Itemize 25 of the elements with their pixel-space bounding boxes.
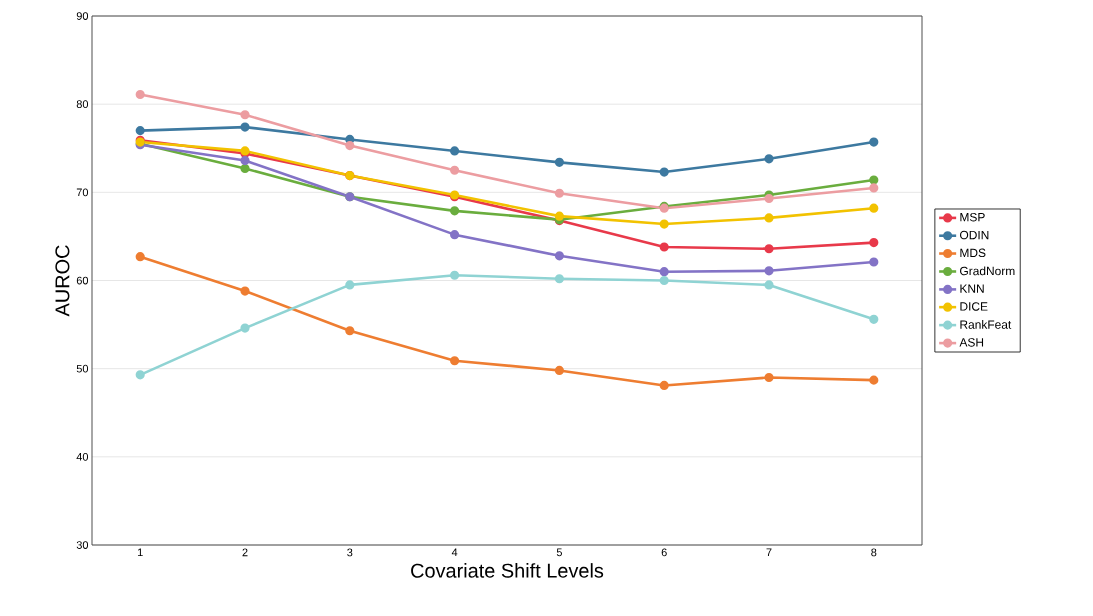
- legend-label: RankFeat: [960, 320, 1012, 329]
- y-axis-title: AUROC: [55, 245, 70, 317]
- legend-label: GradNorm: [960, 266, 1015, 276]
- legend-label: MSP: [960, 212, 985, 222]
- legend-label: KNN: [960, 284, 984, 293]
- x-tick-label: 6: [661, 548, 667, 557]
- y-tick-label: 40: [76, 452, 89, 461]
- legend-label: ASH: [959, 338, 984, 347]
- y-tick-label: 30: [76, 541, 89, 549]
- y-tick-label: 50: [76, 364, 89, 373]
- y-tick-label: 70: [76, 188, 89, 197]
- x-axis-title: Covariate Shift Levels: [411, 563, 604, 578]
- x-tick-label: 7: [766, 548, 772, 557]
- legend-label: ODIN: [960, 230, 989, 240]
- x-tick-label: 2: [242, 548, 248, 557]
- x-tick-label: 5: [556, 548, 562, 557]
- y-tick-label: 60: [76, 276, 89, 285]
- legend-label: DICE: [960, 302, 988, 311]
- x-tick-label: 4: [451, 548, 458, 557]
- y-tick-label: 90: [76, 12, 89, 20]
- x-tick-label: 8: [871, 548, 877, 557]
- x-tick-label: 1: [137, 548, 143, 557]
- x-tick-label: 3: [347, 548, 353, 557]
- y-tick-label: 80: [76, 100, 89, 109]
- legend-label: MDS: [960, 248, 986, 258]
